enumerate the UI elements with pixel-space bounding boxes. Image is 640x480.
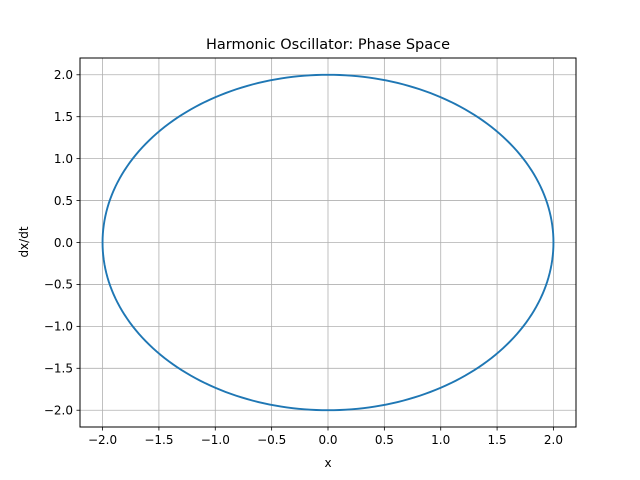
y-tick-label: −2.0 <box>44 404 73 418</box>
y-tick-label: 0.5 <box>54 194 73 208</box>
x-tick-label: 1.5 <box>488 433 507 447</box>
x-tick-label: −0.5 <box>257 433 286 447</box>
y-tick-label: 1.5 <box>54 110 73 124</box>
x-tick-label: 0.0 <box>318 433 337 447</box>
chart-title: Harmonic Oscillator: Phase Space <box>206 37 450 53</box>
series-layer <box>101 73 555 412</box>
x-tick-label: −1.0 <box>201 433 230 447</box>
y-tick-label: 0.0 <box>54 236 73 250</box>
x-tick-label: 2.0 <box>544 433 563 447</box>
y-tick-label: 1.0 <box>54 152 73 166</box>
x-tick-label: 0.5 <box>375 433 394 447</box>
y-tick-label: −1.5 <box>44 362 73 376</box>
x-tick-label: −2.0 <box>88 433 117 447</box>
y-axis-label: dx/dt <box>17 226 31 257</box>
y-tick-label: 2.0 <box>54 68 73 82</box>
y-tick-label: −1.0 <box>44 320 73 334</box>
y-tick-label: −0.5 <box>44 278 73 292</box>
axis-ticks: −2.0 −1.5 −1.0 −0.5 0.0 0.5 1.0 1.5 2.0 −2.0 −1.5 −… <box>44 68 563 447</box>
x-tick-label: 1.0 <box>431 433 450 447</box>
x-tick-label: −1.5 <box>144 433 173 447</box>
x-axis-label: x <box>324 456 331 470</box>
